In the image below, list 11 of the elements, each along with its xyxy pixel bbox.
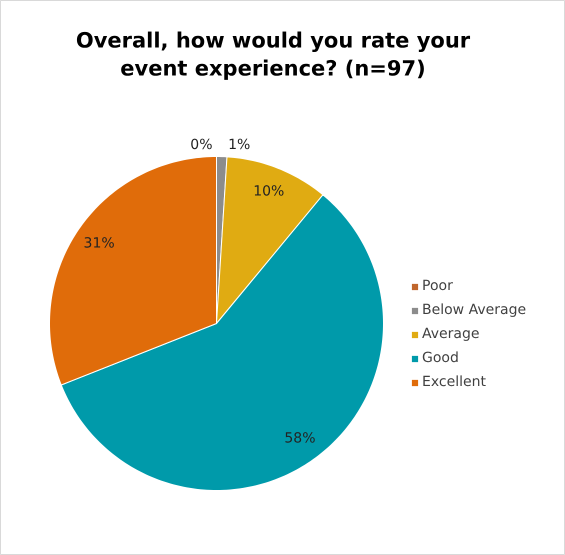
legend-label: Excellent bbox=[422, 374, 486, 390]
legend-label: Below Average bbox=[422, 302, 526, 318]
legend-label: Good bbox=[422, 350, 459, 366]
chart-title: Overall, how would you rate your event experience? (n=97) bbox=[76, 28, 471, 80]
data-label: 10% bbox=[253, 184, 284, 200]
data-label: 31% bbox=[84, 236, 115, 252]
data-label: 58% bbox=[284, 430, 316, 446]
legend-label: Poor bbox=[422, 278, 453, 294]
text: 0% bbox=[190, 136, 213, 153]
data-label: 1% bbox=[228, 136, 250, 153]
legend-label: Average bbox=[422, 326, 480, 342]
